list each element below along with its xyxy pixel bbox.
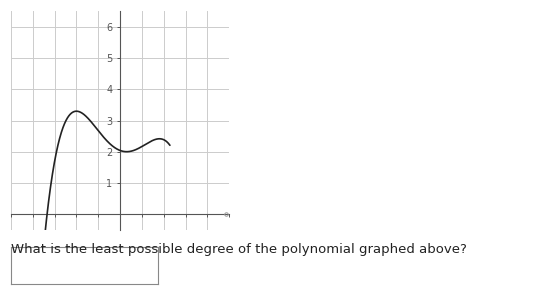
Text: What is the least possible degree of the polynomial graphed above?: What is the least possible degree of the… (11, 243, 467, 255)
